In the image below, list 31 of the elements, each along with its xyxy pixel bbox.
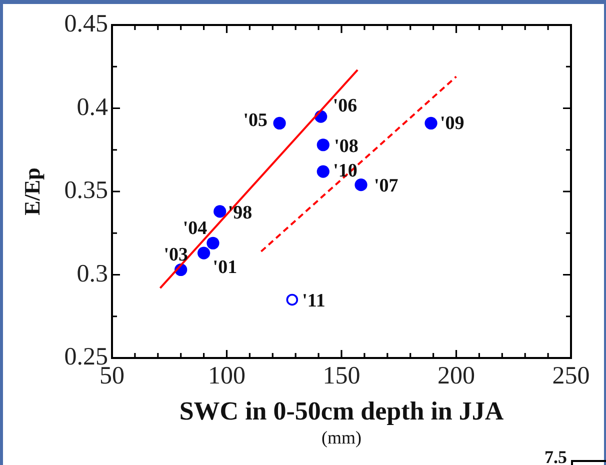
annotation: '03 (164, 244, 188, 266)
point (286, 294, 298, 306)
y-axis-title: E/Ep (20, 168, 45, 216)
annotation: '04 (182, 218, 208, 240)
annotation: '11 (302, 290, 326, 312)
annotation: '08 (334, 136, 358, 157)
y-tick-label: 0.45 (64, 10, 108, 38)
x-tick-label: 100 (208, 362, 246, 390)
y-tick-label: 0.35 (64, 177, 108, 204)
annotation: '98 (228, 202, 252, 224)
x-axis-title: SWC in 0-50cm depth in JJA (mm) (179, 396, 504, 448)
annotation: '06 (332, 95, 358, 116)
annotation: '05 (243, 110, 268, 132)
point (354, 178, 368, 192)
point (273, 116, 286, 130)
annotation: '01 (212, 257, 238, 278)
x-tick-label: 150 (322, 362, 360, 390)
y-tick-label: 0.3 (76, 260, 108, 288)
point (214, 205, 226, 218)
annotation: '07 (374, 176, 399, 197)
point (206, 236, 220, 250)
point (198, 246, 210, 260)
point (424, 116, 438, 130)
x-tick-label: 200 (438, 362, 475, 390)
point (316, 138, 330, 152)
annotation: '10 (333, 160, 358, 182)
x-tick-label: 250 (552, 362, 590, 390)
point (316, 165, 330, 178)
annotation: '09 (440, 113, 464, 134)
y-tick-label: 0.4 (76, 94, 108, 121)
text: 7.5 (544, 447, 567, 465)
